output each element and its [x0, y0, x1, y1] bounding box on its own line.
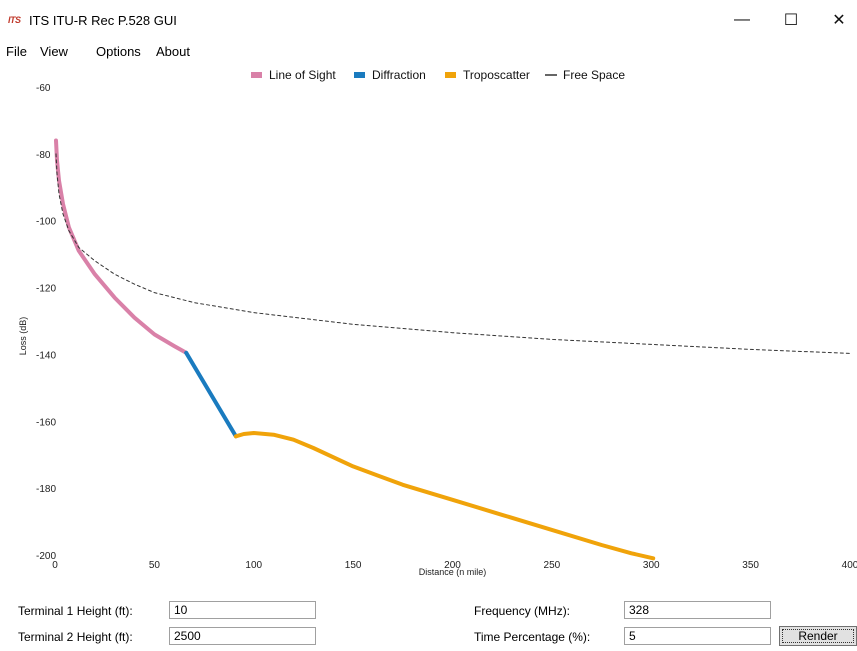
- menu-about[interactable]: About: [156, 44, 190, 59]
- legend-label: Free Space: [563, 68, 625, 82]
- legend-label: Line of Sight: [269, 68, 336, 82]
- menu-file[interactable]: File: [6, 44, 27, 59]
- x-tick-label: 150: [345, 560, 362, 571]
- x-tick-label: 50: [149, 560, 161, 571]
- close-icon: ✕: [832, 12, 846, 29]
- menu-bar: File View Options About: [0, 42, 857, 62]
- y-axis-title: Loss (dB): [18, 317, 28, 356]
- terminal2-height-input[interactable]: [169, 627, 316, 645]
- y-tick-label: -200: [36, 551, 56, 562]
- menu-options[interactable]: Options: [96, 44, 141, 59]
- x-tick-label: 200: [444, 560, 461, 571]
- menu-view[interactable]: View: [40, 44, 68, 59]
- x-tick-label: 100: [245, 560, 262, 571]
- y-tick-label: -120: [36, 284, 56, 295]
- window-title: ITS ITU-R Rec P.528 GUI: [29, 13, 177, 28]
- x-tick-label: 0: [52, 560, 58, 571]
- y-tick-label: -160: [36, 417, 56, 428]
- legend-label: Troposcatter: [463, 68, 530, 82]
- close-button[interactable]: ✕: [816, 0, 857, 40]
- maximize-icon: ☐: [783, 12, 799, 29]
- series-line-free-space: [55, 153, 851, 354]
- frequency-input[interactable]: [624, 601, 771, 619]
- y-tick-label: -80: [36, 150, 51, 161]
- y-tick-label: -140: [36, 350, 56, 361]
- legend-swatch: [354, 72, 365, 78]
- frequency-label: Frequency (MHz):: [474, 604, 571, 618]
- x-tick-label: 300: [643, 560, 660, 571]
- terminal1-height-label: Terminal 1 Height (ft):: [18, 604, 133, 618]
- series-line-diffraction: [184, 350, 238, 439]
- y-tick-label: -60: [36, 83, 51, 94]
- y-tick-label: -180: [36, 484, 56, 495]
- terminal2-height-label: Terminal 2 Height (ft):: [18, 630, 133, 644]
- loss-chart: -60 -80 -100 -120 -140 -160 -180 -200 0 50 100 150 2…: [0, 62, 857, 592]
- minimize-icon: —: [734, 11, 750, 28]
- render-button[interactable]: Render: [779, 626, 857, 646]
- x-tick-label: 400: [842, 560, 857, 571]
- series-line-troposcatter: [233, 431, 656, 561]
- legend-swatch: [251, 72, 262, 78]
- x-tick-label: 350: [742, 560, 759, 571]
- x-axis-title: Distance (n mile): [419, 567, 487, 577]
- series-line-line-of-sight: [54, 138, 189, 355]
- time-percentage-label: Time Percentage (%):: [474, 630, 591, 644]
- terminal1-height-input[interactable]: [169, 601, 316, 619]
- legend-swatch: [445, 72, 456, 78]
- maximize-button[interactable]: ☐: [768, 0, 814, 40]
- y-tick-label: -100: [36, 217, 56, 228]
- time-percentage-input[interactable]: [624, 627, 771, 645]
- minimize-button[interactable]: —: [719, 0, 765, 40]
- legend-label: Diffraction: [372, 68, 426, 82]
- title-bar: ITS ITS ITU-R Rec P.528 GUI — ☐ ✕: [0, 0, 857, 40]
- x-tick-label: 250: [544, 560, 561, 571]
- app-logo-icon: ITS: [8, 15, 21, 25]
